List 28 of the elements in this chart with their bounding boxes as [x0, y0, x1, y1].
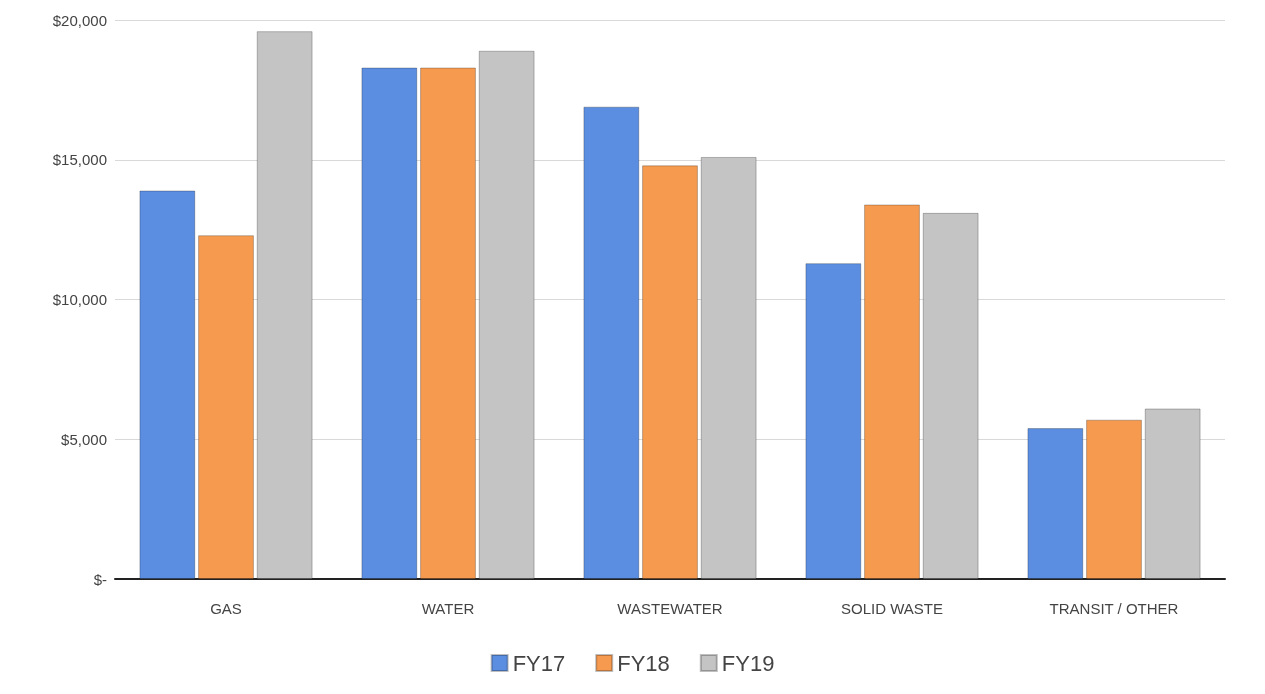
bar	[1144, 408, 1201, 579]
x-tick-label: SOLID WASTE	[841, 600, 943, 617]
x-tick-label: GAS	[210, 600, 242, 617]
y-tick-label: $5,000	[61, 430, 107, 448]
bar	[420, 67, 476, 579]
legend-label: FY18	[617, 650, 670, 676]
legend-label: FY17	[512, 650, 566, 676]
legend-label: FY19	[721, 650, 775, 676]
bar	[198, 235, 254, 579]
bar	[864, 204, 920, 579]
bar	[1027, 428, 1084, 579]
bar	[139, 190, 196, 579]
y-tick-label: $-	[93, 570, 107, 588]
bar	[361, 67, 418, 579]
bar	[700, 156, 757, 579]
bar	[642, 165, 698, 579]
x-tick-label: TRANSIT / OTHER	[1049, 600, 1179, 617]
bar	[478, 50, 535, 579]
bar	[583, 106, 640, 579]
bar	[256, 31, 313, 579]
bar	[1086, 419, 1142, 579]
x-tick-label: WATER	[421, 600, 475, 617]
x-tick-label: WASTEWATER	[617, 600, 723, 617]
y-tick-label: $20,000	[52, 11, 107, 29]
y-tick-label: $15,000	[52, 151, 107, 169]
bar	[922, 212, 979, 579]
y-tick-label: $10,000	[52, 291, 107, 308]
bar	[805, 263, 862, 579]
